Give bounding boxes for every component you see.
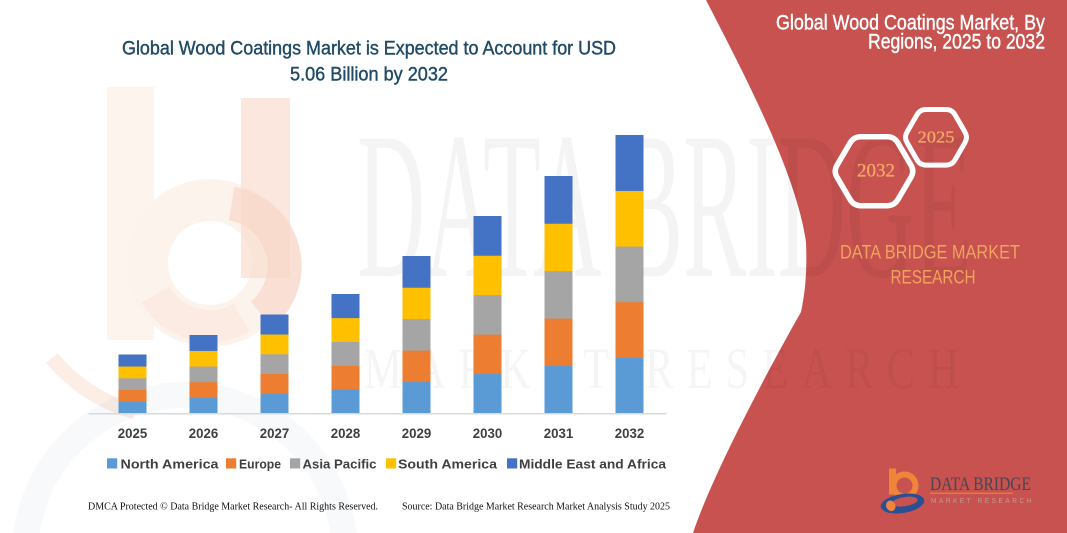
svg-text:2025: 2025 bbox=[118, 425, 148, 441]
svg-text:Regions, 2025 to 2032: Regions, 2025 to 2032 bbox=[868, 31, 1045, 54]
svg-text:North America: North America bbox=[121, 457, 220, 472]
svg-text:2031: 2031 bbox=[544, 425, 574, 441]
svg-text:2032: 2032 bbox=[615, 425, 645, 441]
svg-text:5.06 Billion by 2032: 5.06 Billion by 2032 bbox=[290, 65, 448, 86]
svg-text:RESEARCH: RESEARCH bbox=[891, 268, 976, 289]
svg-text:2030: 2030 bbox=[473, 425, 503, 441]
svg-text:Asia Pacific: Asia Pacific bbox=[303, 457, 377, 472]
svg-text:South America: South America bbox=[398, 457, 498, 472]
svg-text:Middle East and Africa: Middle East and Africa bbox=[519, 457, 667, 472]
svg-text:DATA BRIDGE MARKET: DATA BRIDGE MARKET bbox=[840, 243, 1020, 264]
svg-text:2025: 2025 bbox=[918, 128, 955, 147]
svg-text:2032: 2032 bbox=[857, 161, 895, 182]
svg-text:2028: 2028 bbox=[331, 425, 361, 441]
svg-text:DATA BRIDGE: DATA BRIDGE bbox=[930, 475, 1031, 495]
svg-text:Source: Data Bridge Market Res: Source: Data Bridge Market Research Mark… bbox=[402, 502, 670, 513]
svg-text:Global Wood Coatings Market, B: Global Wood Coatings Market, By bbox=[776, 12, 1045, 35]
svg-text:2029: 2029 bbox=[402, 425, 432, 441]
svg-text:2027: 2027 bbox=[260, 425, 290, 441]
svg-text:2026: 2026 bbox=[189, 425, 219, 441]
svg-text:Europe: Europe bbox=[239, 457, 281, 472]
svg-text:Global Wood Coatings Market is: Global Wood Coatings Market is Expected … bbox=[122, 39, 616, 60]
svg-text:MARKET RESEARCH: MARKET RESEARCH bbox=[364, 336, 972, 401]
svg-text:MARKET RESEARCH: MARKET RESEARCH bbox=[931, 496, 1034, 505]
svg-text:DMCA Protected © Data Bridge M: DMCA Protected © Data Bridge Market Rese… bbox=[88, 502, 378, 513]
